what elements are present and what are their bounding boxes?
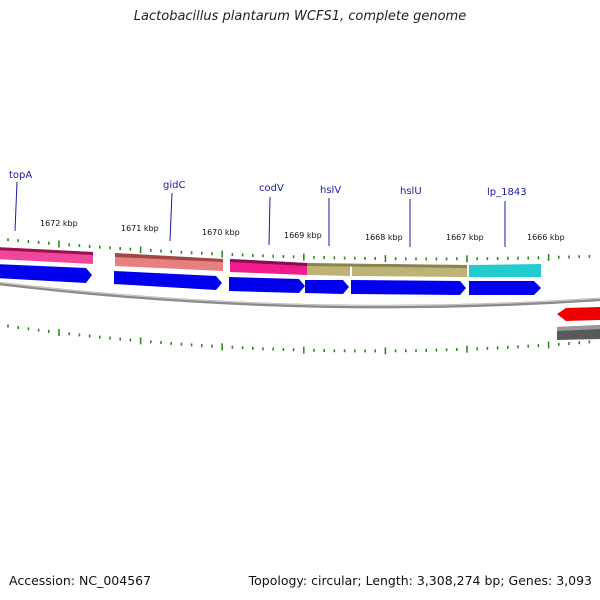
cds-arrow-2[interactable] bbox=[114, 271, 222, 290]
gene-label-codV[interactable]: codV bbox=[259, 183, 284, 194]
kbp-scale-labels: 1672 kbp 1671 kbp 1670 kbp 1669 kbp 1668 kbp… bbox=[40, 219, 565, 242]
inner-tick-marks bbox=[7, 324, 591, 355]
gene-label-hslV[interactable]: hslV bbox=[320, 185, 341, 196]
kbp-label: 1666 kbp bbox=[527, 233, 565, 242]
genome-summary-label: Topology: circular; Length: 3,308,274 bp… bbox=[248, 573, 592, 588]
cds-arrow-6[interactable] bbox=[469, 281, 541, 295]
gene-label-lp_1843[interactable]: lp_1843 bbox=[487, 187, 527, 198]
kbp-label: 1667 kbp bbox=[446, 233, 484, 242]
kbp-label: 1669 kbp bbox=[284, 231, 322, 240]
kbp-label: 1672 kbp bbox=[40, 219, 78, 228]
red-feature-arrow bbox=[557, 307, 600, 321]
kbp-label: 1670 kbp bbox=[202, 228, 240, 237]
gene-label-hslU[interactable]: hslU bbox=[400, 186, 422, 197]
gene-lp_1843-feature[interactable] bbox=[469, 264, 541, 277]
gene-label-leaders bbox=[14, 181, 506, 247]
cds-arrow-1[interactable] bbox=[0, 264, 92, 283]
kbp-label: 1668 kbp bbox=[365, 233, 403, 242]
cds-arrow-3[interactable] bbox=[229, 277, 305, 293]
outer-tick-marks bbox=[7, 238, 591, 263]
cds-arrow-4[interactable] bbox=[305, 280, 349, 294]
genome-backbone bbox=[0, 281, 600, 309]
cds-arrow-5[interactable] bbox=[351, 280, 466, 295]
gene-label-topA[interactable]: topA bbox=[9, 170, 32, 181]
map-title: Lactobacillus plantarum WCFS1, complete … bbox=[133, 9, 467, 24]
accession-label: Accession: NC_004567 bbox=[9, 573, 152, 588]
gene-label-gidC[interactable]: gidC bbox=[163, 180, 185, 191]
kbp-label: 1671 kbp bbox=[121, 224, 159, 233]
